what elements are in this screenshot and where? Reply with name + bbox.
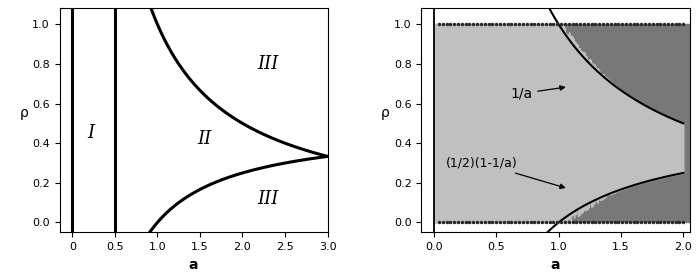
Text: III: III xyxy=(258,190,279,208)
Y-axis label: ρ: ρ xyxy=(382,106,390,120)
Text: II: II xyxy=(197,130,211,148)
Text: III: III xyxy=(258,55,279,73)
Text: 1/a: 1/a xyxy=(510,86,564,101)
Y-axis label: ρ: ρ xyxy=(20,106,28,120)
X-axis label: a: a xyxy=(551,258,560,272)
X-axis label: a: a xyxy=(189,258,198,272)
Text: (1/2)(1-1/a): (1/2)(1-1/a) xyxy=(445,157,564,188)
Text: I: I xyxy=(88,124,94,142)
